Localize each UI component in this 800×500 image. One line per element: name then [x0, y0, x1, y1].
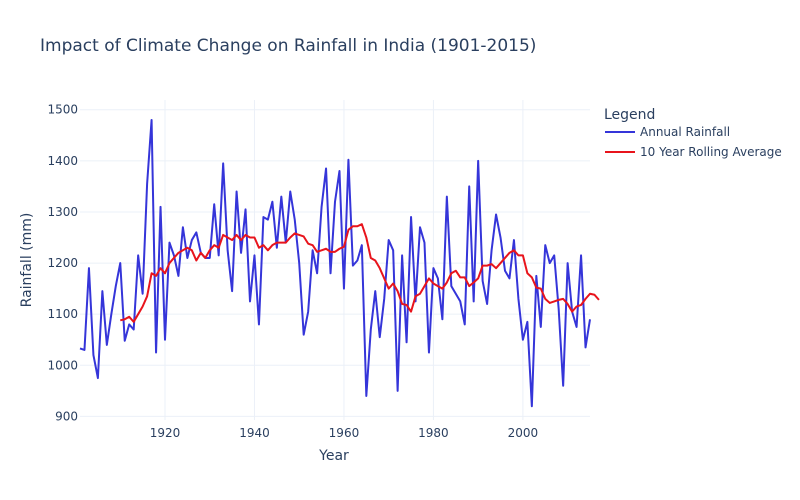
series-layer — [79, 118, 600, 408]
rolling-average-line — [120, 223, 600, 323]
y-tick-label: 1400 — [47, 154, 78, 168]
x-axis-title: Year — [318, 448, 349, 464]
plot-area — [79, 100, 600, 420]
x-tick-label: 1920 — [150, 426, 181, 440]
legend: Legend Annual Rainfall 10 Year Rolling A… — [604, 107, 782, 159]
y-tick-label: 900 — [55, 409, 78, 423]
y-tick-label: 1100 — [47, 307, 78, 321]
y-axis-ticks: 900 1000 1100 1200 1300 1400 1500 — [47, 103, 78, 424]
x-tick-label: 1940 — [239, 426, 270, 440]
y-tick-label: 1200 — [47, 256, 78, 270]
x-axis-ticks: 1920 1940 1960 1980 2000 — [150, 426, 538, 440]
legend-title: Legend — [604, 107, 655, 123]
y-tick-label: 1000 — [47, 358, 78, 372]
x-tick-label: 2000 — [508, 426, 539, 440]
annual-rainfall-line — [79, 118, 591, 408]
legend-label-annual-rainfall: Annual Rainfall — [640, 125, 730, 139]
y-axis-title: Rainfall (mm) — [19, 213, 35, 308]
x-tick-label: 1980 — [418, 426, 449, 440]
y-tick-label: 1300 — [47, 205, 78, 219]
y-tick-label: 1500 — [47, 103, 78, 117]
y-grid — [80, 109, 590, 417]
x-tick-label: 1960 — [329, 426, 360, 440]
chart-title: Impact of Climate Change on Rainfall in … — [40, 36, 536, 56]
legend-label-rolling-average: 10 Year Rolling Average — [640, 145, 782, 159]
